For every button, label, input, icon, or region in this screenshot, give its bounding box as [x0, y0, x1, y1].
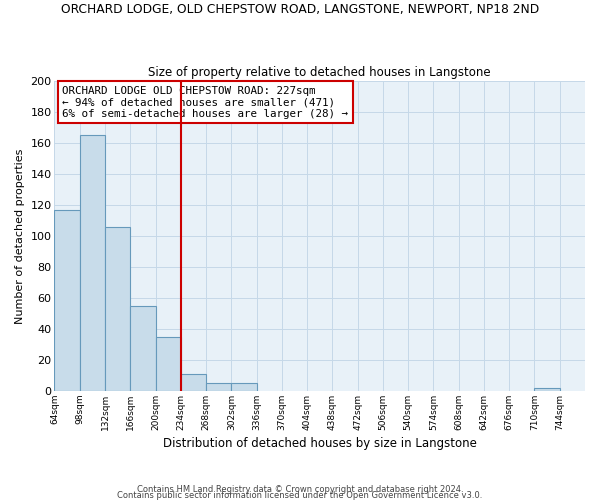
Bar [130, 306, 155, 391]
Bar [535, 388, 560, 391]
X-axis label: Distribution of detached houses by size in Langstone: Distribution of detached houses by size … [163, 437, 476, 450]
Bar [80, 136, 105, 391]
Title: Size of property relative to detached houses in Langstone: Size of property relative to detached ho… [148, 66, 491, 78]
Bar [55, 210, 80, 391]
Y-axis label: Number of detached properties: Number of detached properties [15, 148, 25, 324]
Bar [155, 336, 181, 391]
Text: Contains HM Land Registry data © Crown copyright and database right 2024.: Contains HM Land Registry data © Crown c… [137, 485, 463, 494]
Text: Contains public sector information licensed under the Open Government Licence v3: Contains public sector information licen… [118, 490, 482, 500]
Bar [232, 383, 257, 391]
Text: ORCHARD LODGE, OLD CHEPSTOW ROAD, LANGSTONE, NEWPORT, NP18 2ND: ORCHARD LODGE, OLD CHEPSTOW ROAD, LANGST… [61, 2, 539, 16]
Text: ORCHARD LODGE OLD CHEPSTOW ROAD: 227sqm
← 94% of detached houses are smaller (47: ORCHARD LODGE OLD CHEPSTOW ROAD: 227sqm … [62, 86, 349, 119]
Bar [206, 383, 232, 391]
Bar [181, 374, 206, 391]
Bar [105, 226, 130, 391]
